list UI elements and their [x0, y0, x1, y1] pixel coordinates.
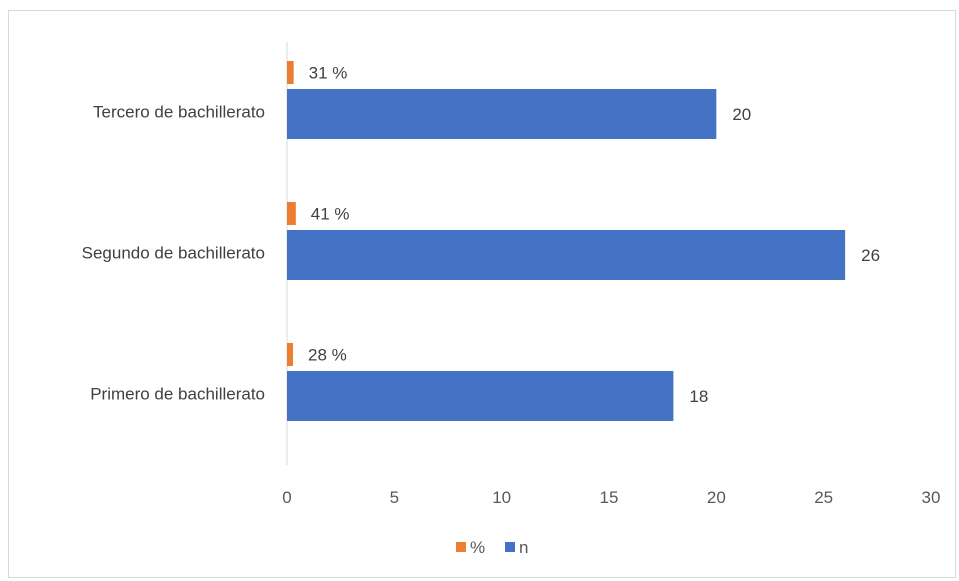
- legend-swatch-pct: [456, 542, 466, 552]
- data-label-n-tercero-de-bachillerato: 20: [732, 105, 751, 124]
- bars: [287, 61, 846, 421]
- legend: % n: [456, 538, 528, 557]
- category-label-tercero-de-bachillerato: Tercero de bachillerato: [93, 103, 265, 122]
- legend-label-n: n: [519, 538, 528, 557]
- x-tick-label-20: 20: [707, 488, 726, 507]
- x-tick-label-25: 25: [814, 488, 833, 507]
- data-labels: 31 % 20 41 % 26 28 % 18: [308, 64, 880, 407]
- bar-n-tercero-de-bachillerato: [287, 89, 717, 139]
- x-tick-label-15: 15: [600, 488, 619, 507]
- x-tick-label-5: 5: [390, 488, 399, 507]
- data-label-n-primero-de-bachillerato: 18: [689, 387, 708, 406]
- data-label-n-segundo-de-bachillerato: 26: [861, 246, 880, 265]
- bar-pct-primero-de-bachillerato: [287, 343, 294, 366]
- legend-swatch-n: [505, 542, 515, 552]
- data-label-pct-tercero-de-bachillerato: 31 %: [309, 64, 348, 83]
- category-labels: Tercero de bachillerato Segundo de bachil…: [82, 103, 265, 404]
- x-tick-label-0: 0: [282, 488, 291, 507]
- category-label-segundo-de-bachillerato: Segundo de bachillerato: [82, 244, 265, 263]
- x-axis-ticks: 0 5 10 15 20 25 30: [282, 488, 940, 507]
- category-label-primero-de-bachillerato: Primero de bachillerato: [90, 385, 265, 404]
- bar-n-primero-de-bachillerato: [287, 371, 674, 421]
- x-tick-label-30: 30: [922, 488, 941, 507]
- legend-label-pct: %: [470, 538, 485, 557]
- data-label-pct-segundo-de-bachillerato: 41 %: [311, 205, 350, 224]
- bar-n-segundo-de-bachillerato: [287, 230, 846, 280]
- x-tick-label-10: 10: [492, 488, 511, 507]
- bar-pct-tercero-de-bachillerato: [287, 61, 294, 84]
- bar-pct-segundo-de-bachillerato: [287, 202, 296, 225]
- data-label-pct-primero-de-bachillerato: 28 %: [308, 346, 347, 365]
